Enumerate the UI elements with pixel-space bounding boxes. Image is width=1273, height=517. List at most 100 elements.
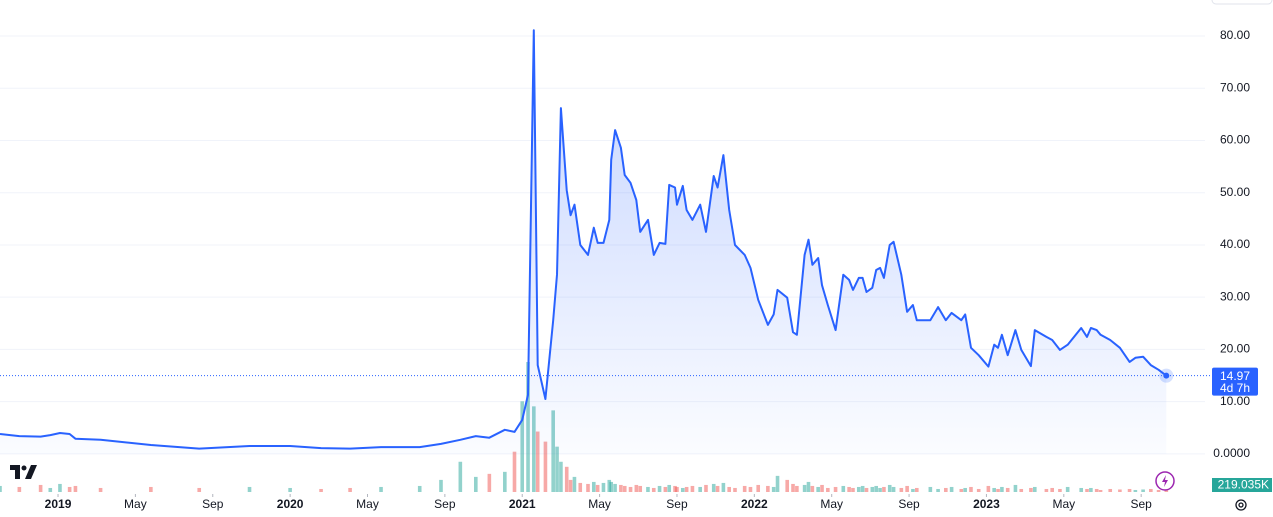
volume-bar xyxy=(874,485,878,492)
volume-bar xyxy=(911,488,915,492)
x-tick-label: May xyxy=(1052,497,1075,511)
price-line xyxy=(0,29,1167,450)
volume-bar xyxy=(379,486,383,492)
volume-bar xyxy=(348,487,352,492)
volume-bar xyxy=(622,485,627,492)
y-tick-label: 40.00 xyxy=(1220,237,1250,251)
volume-bar xyxy=(802,484,807,492)
volume-bar xyxy=(578,482,583,492)
volume-bar xyxy=(591,481,596,492)
volume-bar xyxy=(613,483,617,492)
volume-bar xyxy=(690,485,695,492)
volume-bar xyxy=(841,485,846,492)
volume-bar xyxy=(609,481,614,492)
x-tick-label: 2023 xyxy=(973,497,1000,511)
volume-bar xyxy=(711,483,716,492)
volume-bar xyxy=(976,488,981,492)
volume-bar xyxy=(949,486,954,492)
volume-bar xyxy=(503,471,507,492)
volume-bar xyxy=(1019,488,1024,492)
volume-bar xyxy=(992,487,996,492)
volume-bar xyxy=(704,484,708,492)
volume-bar xyxy=(586,483,590,492)
volume-bar xyxy=(98,487,103,492)
volume-bar xyxy=(1149,488,1153,492)
volume-bar xyxy=(319,488,323,492)
volume-bar xyxy=(963,487,967,492)
volume-bar xyxy=(555,446,559,492)
volume-bar xyxy=(651,487,656,492)
volume-bar xyxy=(1079,487,1084,492)
volume-bar xyxy=(1156,489,1161,492)
volume-bar xyxy=(17,486,22,492)
volume-bar xyxy=(887,484,892,492)
volume-bar xyxy=(1050,487,1054,492)
volume-bar xyxy=(864,487,869,492)
volume-bar xyxy=(684,486,689,492)
volume-bar xyxy=(816,486,820,492)
volume-bar xyxy=(512,451,517,492)
volume-bar xyxy=(680,487,685,492)
top-button[interactable] xyxy=(1211,0,1273,5)
volume-bar xyxy=(1133,489,1138,492)
volume-bar xyxy=(721,482,726,492)
volume-bar xyxy=(756,484,761,492)
volume-bar xyxy=(619,484,623,492)
volume-bar xyxy=(775,475,780,492)
volume-bar xyxy=(698,486,702,492)
volume-bar xyxy=(417,485,422,492)
x-tick-label: 2020 xyxy=(277,497,304,511)
volume-bar xyxy=(882,486,886,492)
volume-bar xyxy=(38,484,43,492)
volume-bar xyxy=(1108,488,1113,492)
volume-bar xyxy=(915,487,919,492)
volume-bar xyxy=(48,487,53,492)
volume-bar xyxy=(673,485,677,492)
volume-bar xyxy=(247,486,252,492)
volume-bar xyxy=(646,486,650,492)
volume-bar xyxy=(771,486,776,492)
volume-bar xyxy=(742,485,747,492)
volume-bar xyxy=(288,487,292,492)
volume-bar xyxy=(860,485,865,492)
volume-bar xyxy=(543,441,548,492)
volume-bar xyxy=(1058,488,1062,492)
volume-bar xyxy=(833,486,838,492)
last-price-box xyxy=(1212,367,1258,396)
volume-bar xyxy=(847,486,851,492)
y-tick-label: 50.00 xyxy=(1220,185,1250,199)
x-tick-label: Sep xyxy=(898,497,920,511)
volume-bar xyxy=(607,479,612,492)
volume-bar xyxy=(1094,488,1099,492)
volume-bar xyxy=(1085,488,1089,492)
volume-bar xyxy=(1089,487,1093,492)
volume-bar xyxy=(727,486,731,492)
volume-bar xyxy=(657,485,662,492)
volume-bar xyxy=(905,485,909,492)
volume-bar xyxy=(559,461,563,492)
x-tick-label: Sep xyxy=(202,497,224,511)
volume-bar xyxy=(856,486,861,492)
volume-bar xyxy=(795,485,799,492)
volume-bar xyxy=(986,485,991,492)
settings-icon[interactable] xyxy=(1235,499,1247,511)
lightning-icon[interactable] xyxy=(1155,471,1175,491)
volume-bar xyxy=(1118,489,1122,492)
volume-bar xyxy=(1127,488,1132,492)
volume-bar xyxy=(634,484,639,492)
volume-bar xyxy=(891,486,896,492)
y-tick-label: 10.00 xyxy=(1220,394,1250,408)
volume-bar xyxy=(487,473,492,492)
volume-bar xyxy=(474,476,478,492)
x-tick-label: May xyxy=(356,497,379,511)
x-tick-label: Sep xyxy=(434,497,456,511)
volume-bar xyxy=(1164,489,1169,492)
x-tick-label: 2019 xyxy=(45,497,72,511)
volume-bar xyxy=(1029,487,1033,492)
x-tick-label: May xyxy=(124,497,147,511)
volume-bar xyxy=(73,485,78,492)
price-area xyxy=(0,30,1167,454)
volume-bar xyxy=(748,486,753,492)
